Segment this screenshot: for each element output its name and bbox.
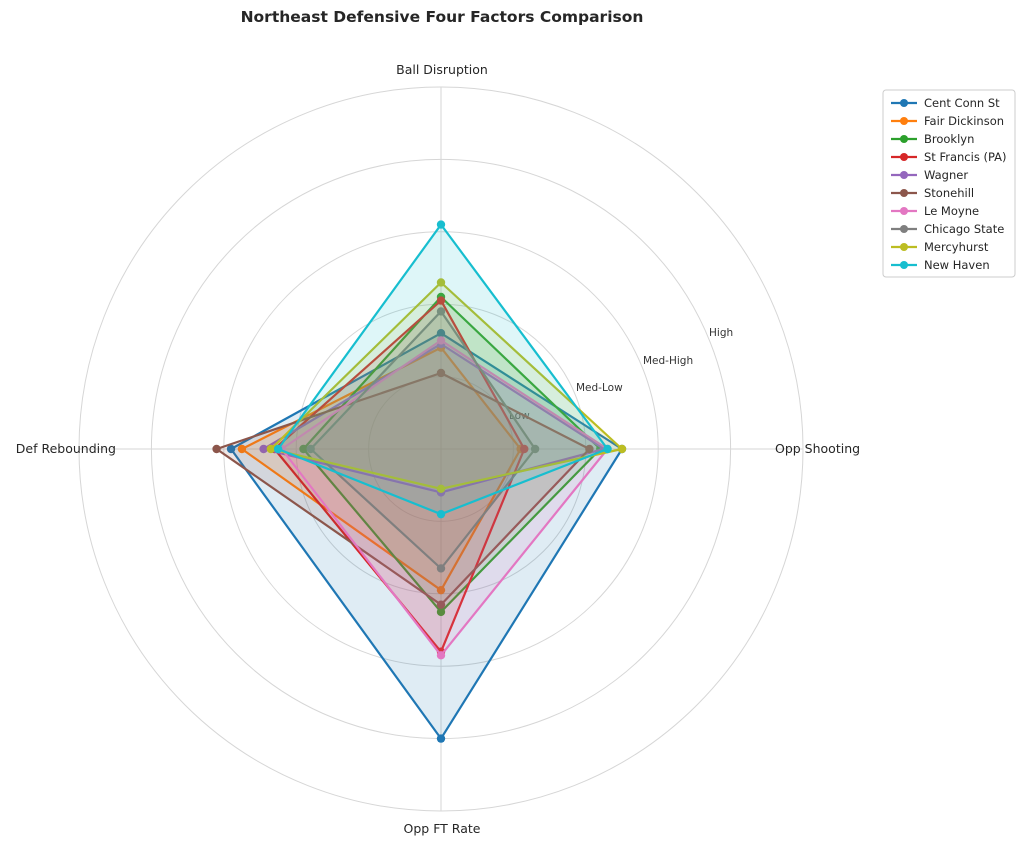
series-layer bbox=[212, 220, 627, 743]
data-point-opp-ft-rate bbox=[436, 484, 446, 494]
legend-frame bbox=[882, 89, 1016, 278]
legend-item-st-francis-pa: St Francis (PA) bbox=[891, 150, 1007, 164]
series-mercyhurst bbox=[266, 278, 627, 494]
legend-item-chicago-state: Chicago State bbox=[891, 222, 1004, 236]
legend-swatch-marker bbox=[900, 135, 908, 143]
legend-label: Cent Conn St bbox=[924, 96, 1000, 110]
legend-swatch-marker bbox=[900, 117, 908, 125]
legend-item-fair-dickinson: Fair Dickinson bbox=[891, 114, 1004, 128]
legend-swatch-marker bbox=[900, 171, 908, 179]
legend-label: Fair Dickinson bbox=[924, 114, 1004, 128]
data-point-ball-disruption bbox=[436, 336, 446, 345]
data-point-def-rebounding bbox=[226, 444, 236, 454]
legend: Cent Conn St Fair Dickinson Brooklyn St Fra… bbox=[882, 89, 1016, 278]
ring-labels: Low Med-Low Med-High High bbox=[509, 327, 733, 422]
legend-item-wagner: Wagner bbox=[891, 168, 968, 182]
legend-label: New Haven bbox=[924, 258, 990, 272]
series-area bbox=[281, 340, 608, 656]
legend-swatch-marker bbox=[900, 243, 908, 251]
data-point-def-rebounding bbox=[212, 444, 221, 454]
data-point-opp-ft-rate bbox=[436, 734, 446, 743]
series-area bbox=[278, 224, 608, 515]
legend-swatch-marker bbox=[900, 189, 908, 197]
legend-item-cent-conn-st: Cent Conn St bbox=[891, 96, 1000, 110]
series-area bbox=[263, 344, 604, 493]
series-area bbox=[310, 311, 536, 569]
legend-swatch-marker bbox=[900, 207, 908, 215]
data-point-def-rebounding bbox=[237, 444, 247, 454]
series-new-haven bbox=[273, 220, 612, 519]
data-point-ball-disruption bbox=[436, 368, 446, 378]
data-point-def-rebounding bbox=[306, 444, 315, 454]
axis-labels: Ball Disruption Opp Shooting Opp FT Rate… bbox=[16, 62, 860, 836]
data-point-opp-ft-rate bbox=[436, 585, 446, 595]
data-point-opp-ft-rate bbox=[436, 607, 446, 617]
legend-label: Chicago State bbox=[924, 222, 1004, 236]
legend-label: Brooklyn bbox=[924, 132, 974, 146]
legend-label: Wagner bbox=[924, 168, 968, 182]
legend-item-new-haven: New Haven bbox=[891, 258, 990, 272]
series-area bbox=[274, 300, 525, 652]
data-point-def-rebounding bbox=[266, 444, 276, 454]
legend-swatch-marker bbox=[900, 153, 908, 161]
legend-swatch-marker bbox=[900, 99, 908, 107]
ring-label-med-low: Med-Low bbox=[576, 382, 623, 394]
data-point-opp-ft-rate bbox=[436, 651, 446, 660]
data-point-def-rebounding bbox=[273, 444, 283, 454]
series-chicago-state bbox=[306, 307, 540, 573]
legend-item-le-moyne: Le Moyne bbox=[891, 204, 979, 218]
axis-label-def-rebounding: Def Rebounding bbox=[16, 441, 116, 456]
data-point-opp-shooting bbox=[585, 444, 594, 454]
legend-swatch-marker bbox=[900, 225, 908, 233]
legend-swatch-marker bbox=[900, 261, 908, 269]
legend-label: Le Moyne bbox=[924, 204, 979, 218]
legend-label: St Francis (PA) bbox=[924, 150, 1007, 164]
data-point-ball-disruption bbox=[436, 328, 446, 338]
data-point-ball-disruption bbox=[436, 220, 446, 229]
legend-label: Stonehill bbox=[924, 186, 974, 200]
data-point-def-rebounding bbox=[259, 444, 268, 454]
series-area bbox=[303, 297, 601, 612]
legend-item-stonehill: Stonehill bbox=[891, 186, 974, 200]
axis-label-opp-ft-rate: Opp FT Rate bbox=[404, 821, 481, 836]
data-point-opp-ft-rate bbox=[436, 509, 446, 519]
ring-label-high: High bbox=[709, 327, 733, 339]
data-point-opp-ft-rate bbox=[436, 564, 446, 573]
series-area bbox=[241, 347, 521, 591]
data-point-opp-shooting bbox=[520, 444, 529, 454]
axis-label-opp-shooting: Opp Shooting bbox=[775, 441, 860, 456]
legend-item-brooklyn: Brooklyn bbox=[891, 132, 974, 146]
data-point-ball-disruption bbox=[436, 278, 446, 287]
ring-label-med-high: Med-High bbox=[643, 355, 693, 367]
data-point-opp-shooting bbox=[530, 444, 540, 454]
data-point-opp-shooting bbox=[603, 444, 612, 454]
legend-label: Mercyhurst bbox=[924, 240, 989, 254]
chart-title: Northeast Defensive Four Factors Compari… bbox=[241, 8, 644, 26]
data-point-opp-ft-rate bbox=[436, 600, 446, 609]
axis-label-ball-disruption: Ball Disruption bbox=[396, 62, 488, 77]
data-point-ball-disruption bbox=[436, 307, 446, 316]
legend-item-mercyhurst: Mercyhurst bbox=[891, 240, 989, 254]
data-point-ball-disruption bbox=[436, 296, 446, 305]
data-point-opp-shooting bbox=[617, 444, 627, 454]
series-area bbox=[270, 282, 622, 489]
data-point-def-rebounding bbox=[299, 444, 308, 454]
